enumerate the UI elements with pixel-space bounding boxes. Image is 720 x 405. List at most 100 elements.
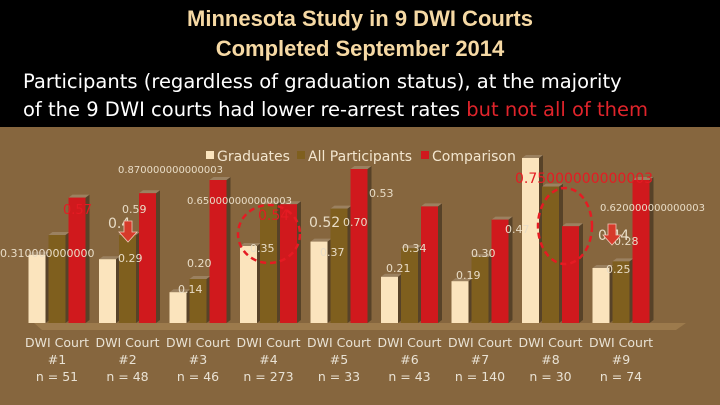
data-label: 0.35 <box>250 242 275 255</box>
bar <box>451 281 469 323</box>
data-label: 0.19 <box>456 269 481 282</box>
category-label: #4 <box>259 352 277 367</box>
bar <box>48 235 66 323</box>
data-label: 0.37 <box>320 246 345 259</box>
annotation-circle <box>236 203 302 265</box>
bar <box>310 241 328 323</box>
subtitle-line-2-text: of the 9 DWI courts had lower re-arrest … <box>23 98 467 121</box>
category-label: n = 30 <box>529 369 571 384</box>
bar-top <box>68 194 90 198</box>
data-label: 0.70 <box>343 216 368 229</box>
subtitle-line-1: Participants (regardless of graduation s… <box>23 70 622 93</box>
bar <box>209 180 227 323</box>
legend-label: All Participants <box>308 149 412 165</box>
bar-side <box>367 166 372 323</box>
category-label: #9 <box>612 352 630 367</box>
bar <box>99 259 116 323</box>
legend-swatch <box>206 151 214 159</box>
bar-top <box>280 201 301 205</box>
bar-top <box>189 276 211 279</box>
bar-side <box>85 194 90 323</box>
data-label: 0.29 <box>118 252 143 265</box>
data-label: 0.54 <box>258 208 289 224</box>
bar-top <box>28 251 50 255</box>
annotation-circle <box>536 186 594 266</box>
bar <box>28 254 46 323</box>
bar <box>119 235 136 323</box>
bar-side <box>508 216 513 323</box>
bar-top <box>240 243 261 246</box>
category-label: n = 74 <box>600 369 642 384</box>
bar <box>260 204 277 323</box>
down-arrow-icon <box>602 223 622 246</box>
bar-top <box>310 238 332 242</box>
bar-top <box>471 254 493 257</box>
category-label: n = 48 <box>106 369 148 384</box>
bar <box>240 246 257 323</box>
bar-top <box>48 232 70 235</box>
bar <box>592 268 610 323</box>
bar-side <box>226 177 231 323</box>
category-label: #2 <box>118 352 136 367</box>
category-label: DWI Court <box>96 335 160 350</box>
data-label: 0.620000000000003 <box>600 203 705 214</box>
bar-top <box>421 203 442 207</box>
bar-top <box>381 273 402 277</box>
bar <box>471 257 489 323</box>
category-label: #3 <box>189 352 207 367</box>
category-label: DWI Court <box>519 335 583 350</box>
category-label: n = 43 <box>388 369 430 384</box>
bar <box>522 158 539 323</box>
bar-side <box>297 201 301 323</box>
category-label: DWI Court <box>237 335 301 350</box>
subtitle-line-2: of the 9 DWI courts had lower re-arrest … <box>23 96 713 124</box>
bar-top <box>99 256 120 260</box>
category-label: DWI Court <box>378 335 442 350</box>
category-label: DWI Court <box>448 335 512 350</box>
bar-side <box>438 203 442 323</box>
data-label: 0.310000000000 <box>0 247 94 260</box>
bar-side <box>579 223 583 323</box>
bar-top <box>632 177 654 180</box>
bar-top <box>209 177 231 180</box>
data-label: 0.650000000000003 <box>187 196 292 207</box>
subtitle-highlight: but not all of them <box>466 98 648 121</box>
bar-top <box>451 278 473 282</box>
bar-top <box>260 201 281 205</box>
data-label: 0.52 <box>309 215 340 231</box>
bar <box>401 248 418 323</box>
data-label: 0.47 <box>505 223 530 236</box>
bar <box>189 279 207 323</box>
category-label: n = 51 <box>36 369 78 384</box>
legend-swatch <box>297 151 305 159</box>
category-label: DWI Court <box>166 335 230 350</box>
bar-side <box>156 190 160 323</box>
bar <box>68 197 86 323</box>
data-label: 0.25 <box>606 263 631 276</box>
bar <box>169 292 187 323</box>
legend-swatch <box>421 151 429 159</box>
bar <box>330 208 348 323</box>
bar-top <box>350 166 372 169</box>
bar-top <box>330 205 352 209</box>
category-label: n = 33 <box>318 369 360 384</box>
chart-floor <box>34 323 686 330</box>
bar <box>280 204 297 323</box>
data-label: 0.28 <box>614 235 639 248</box>
data-label: 0.75000000000003 <box>515 171 653 187</box>
bar-top <box>401 245 422 249</box>
category-label: DWI Court <box>25 335 89 350</box>
data-label: 0.30 <box>471 247 496 260</box>
bar-top <box>522 155 543 158</box>
bar-top <box>491 216 513 220</box>
category-label: #1 <box>48 352 66 367</box>
bar-top <box>612 258 634 262</box>
bar-top <box>169 289 191 293</box>
category-label: #7 <box>471 352 489 367</box>
bar-top <box>592 265 614 268</box>
bar-side <box>649 177 654 323</box>
bar <box>350 169 368 323</box>
category-label: n = 140 <box>455 369 505 384</box>
chart-title-line-2: Completed September 2014 <box>215 36 505 61</box>
bar-top <box>562 223 583 227</box>
